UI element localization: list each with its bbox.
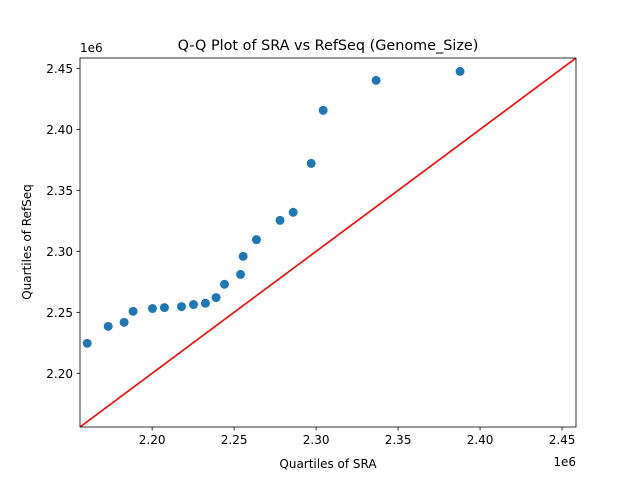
x-tick-label-3: 2.35 bbox=[385, 433, 412, 447]
data-point-7 bbox=[188, 300, 198, 310]
data-point-14 bbox=[275, 215, 285, 225]
x-tick-label-2: 2.30 bbox=[303, 433, 330, 447]
x-axis: 2.20 2.25 2.30 2.35 2.40 2.45 bbox=[139, 427, 576, 447]
reference-line bbox=[80, 58, 576, 427]
data-point-12 bbox=[238, 251, 248, 261]
data-point-0 bbox=[82, 338, 92, 348]
data-point-17 bbox=[318, 105, 328, 115]
data-point-11 bbox=[236, 269, 246, 279]
data-point-10 bbox=[219, 279, 229, 289]
y-axis-label: Quartiles of RefSeq bbox=[20, 184, 34, 300]
data-point-4 bbox=[147, 304, 157, 314]
data-point-15 bbox=[288, 207, 298, 217]
data-point-3 bbox=[128, 306, 138, 316]
plot-area bbox=[79, 57, 577, 428]
data-point-19 bbox=[455, 66, 465, 76]
data-point-13 bbox=[251, 235, 261, 245]
data-point-8 bbox=[200, 298, 210, 308]
x-tick-label-0: 2.20 bbox=[139, 433, 166, 447]
y-tick-label-4: 2.40 bbox=[46, 123, 73, 137]
y-tick-label-0: 2.20 bbox=[46, 367, 73, 381]
y-tick-label-1: 2.25 bbox=[46, 306, 73, 320]
y-tick-label-3: 2.35 bbox=[46, 184, 73, 198]
y-axis: 2.20 2.25 2.30 2.35 2.40 2.45 bbox=[46, 62, 80, 381]
plot-frame bbox=[79, 57, 577, 428]
data-point-1 bbox=[103, 321, 113, 331]
y-offset-label: 1e6 bbox=[80, 41, 103, 55]
y-tick-label-5: 2.45 bbox=[46, 62, 73, 76]
x-tick-label-5: 2.45 bbox=[549, 433, 576, 447]
x-tick-label-4: 2.40 bbox=[467, 433, 494, 447]
data-point-6 bbox=[176, 302, 186, 312]
data-point-16 bbox=[306, 158, 316, 168]
data-point-2 bbox=[119, 317, 129, 327]
data-point-5 bbox=[159, 303, 169, 313]
y-tick-label-2: 2.30 bbox=[46, 245, 73, 259]
x-tick-label-1: 2.25 bbox=[221, 433, 248, 447]
data-point-9 bbox=[211, 293, 221, 303]
x-axis-label: Quartiles of SRA bbox=[279, 457, 377, 471]
data-point-18 bbox=[371, 75, 381, 85]
chart-title: Q-Q Plot of SRA vs RefSeq (Genome_Size) bbox=[178, 38, 479, 54]
x-offset-label: 1e6 bbox=[553, 455, 576, 469]
